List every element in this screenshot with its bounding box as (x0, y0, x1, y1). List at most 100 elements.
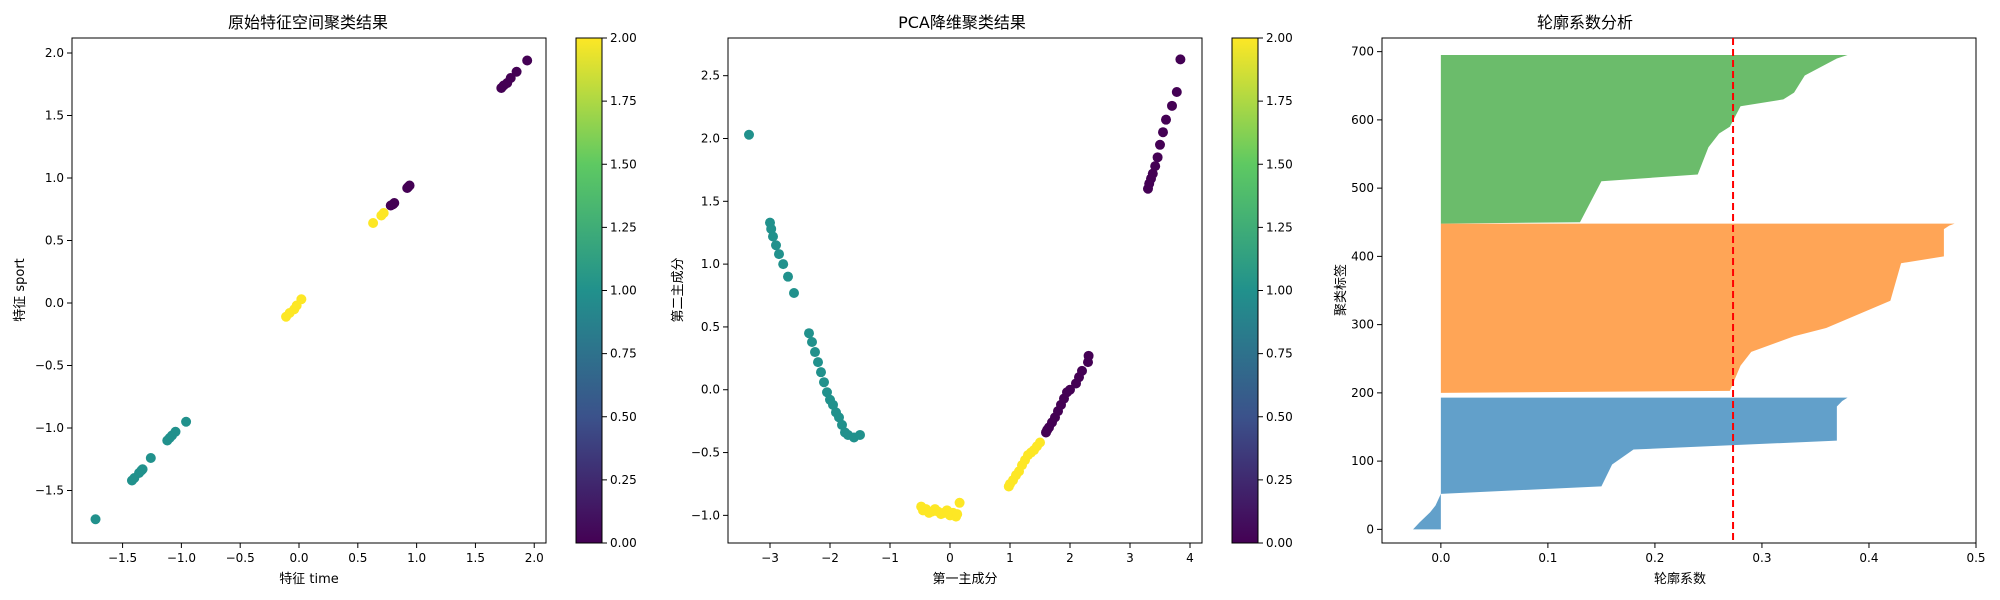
scatter-point-cluster-1 (137, 464, 148, 475)
panel-3-title: 轮廓系数分析 (1537, 13, 1633, 32)
scatter-point-cluster-1 (774, 249, 784, 260)
y-tick-label: 1.5 (701, 194, 720, 208)
panel-2-title: PCA降维聚类结果 (898, 13, 1026, 32)
x-tick-label: 1.0 (407, 551, 426, 565)
colorbar-tick-label: 2.00 (1266, 31, 1293, 45)
scatter-point-cluster-0 (511, 66, 522, 77)
scatter-point-cluster-2 (368, 218, 379, 228)
x-tick-label: 0.2 (1645, 551, 1664, 565)
y-tick-label: 0 (1366, 522, 1374, 536)
colorbar-gradient (575, 37, 603, 544)
x-tick-label: 4 (1186, 551, 1194, 565)
scatter-point-cluster-1 (822, 387, 832, 398)
silhouette-band-cluster-0 (1413, 397, 1848, 530)
panel-2-y-axis-label: 第二主成分 (671, 257, 686, 322)
scatter-point-cluster-1 (771, 240, 781, 251)
panel-pca-clusters: PCA降维聚类结果 −3 −2 −1 0 1 2 3 4 −1.0 −0.5 0.0 0.5 1.0 1… (671, 13, 1293, 587)
scatter-point-cluster-0 (1065, 384, 1075, 395)
x-tick-label: 0.0 (289, 551, 308, 565)
x-tick-label: −0.5 (226, 551, 255, 565)
scatter-point-cluster-1 (90, 514, 101, 525)
scatter-point-cluster-2 (1035, 437, 1045, 448)
panel-3-plot-area (1381, 37, 1977, 544)
x-tick-label: 0.3 (1752, 551, 1771, 565)
x-tick-label: 0.5 (348, 551, 367, 565)
colorbar-tick-label: 1.25 (610, 220, 637, 234)
y-tick-label: 0.0 (701, 383, 720, 397)
y-tick-label: 300 (1351, 318, 1374, 332)
y-tick-label: 1.0 (701, 257, 720, 271)
y-tick-label: 2.0 (45, 46, 64, 60)
scatter-point-cluster-1 (778, 259, 789, 270)
x-tick-label: −3 (761, 551, 779, 565)
scatter-point-cluster-2 (954, 497, 965, 508)
scatter-point-cluster-1 (816, 367, 826, 378)
x-tick-label: 2.0 (525, 551, 544, 565)
colorbar-tick-label: 1.75 (610, 94, 637, 108)
colorbar-tick-label: 1.25 (1266, 220, 1293, 234)
x-tick-label: 0.4 (1859, 551, 1878, 565)
silhouette-band-cluster-1 (1440, 223, 1955, 393)
scatter-point-cluster-0 (1161, 114, 1171, 125)
scatter-point-cluster-1 (828, 399, 838, 410)
scatter-point-cluster-0 (1155, 139, 1165, 150)
scatter-point-cluster-1 (813, 357, 823, 368)
x-tick-label: 0 (946, 551, 954, 565)
y-tick-label: 0.0 (45, 296, 64, 310)
colorbar-tick-label: 0.00 (610, 536, 637, 550)
x-tick-label: 0.0 (1431, 551, 1450, 565)
colorbar-tick-label: 1.00 (1266, 284, 1293, 298)
scatter-point-cluster-0 (404, 180, 415, 191)
y-tick-label: 400 (1351, 249, 1374, 263)
scatter-point-cluster-0 (1147, 168, 1158, 179)
y-tick-label: 100 (1351, 454, 1374, 468)
y-tick-label: 0.5 (701, 320, 720, 334)
scatter-point-cluster-1 (768, 231, 778, 242)
scatter-point-cluster-1 (170, 426, 181, 437)
panel-1-plot-area (71, 37, 547, 544)
silhouette-band-cluster-2 (1440, 55, 1848, 224)
colorbar-tick-label: 1.00 (610, 284, 637, 298)
colorbar-tick-label: 0.25 (610, 473, 637, 487)
y-tick-label: 600 (1351, 113, 1374, 127)
y-tick-label: −0.5 (35, 359, 64, 373)
y-tick-label: −1.0 (691, 508, 720, 522)
colorbar-tick-label: 1.50 (610, 157, 637, 171)
colorbar-tick-label: 0.50 (610, 410, 637, 424)
colorbar-tick-label: 1.50 (1266, 157, 1293, 171)
scatter-point-cluster-0 (1152, 152, 1163, 163)
scatter-point-cluster-1 (804, 328, 814, 339)
panel-silhouette-analysis: 轮廓系数分析 0.0 0.1 0.2 0.3 0.4 0.5 0 100 200 300 400 5… (1333, 13, 1986, 587)
scatter-point-cluster-1 (810, 347, 820, 358)
x-tick-label: −1 (881, 551, 899, 565)
scatter-point-cluster-1 (807, 337, 817, 348)
colorbar-tick-label: 0.50 (1266, 410, 1293, 424)
x-tick-label: −1.0 (167, 551, 196, 565)
scatter-point-cluster-0 (1175, 54, 1186, 65)
y-tick-label: 0.5 (45, 234, 64, 248)
panel-1-y-axis-label: 特征 sport (13, 258, 28, 322)
panel-1-colorbar: 0.00 0.25 0.50 0.75 1.00 1.25 1.50 1.75 2.00 (575, 31, 637, 550)
scatter-point-cluster-0 (1158, 127, 1168, 138)
y-tick-label: −1.0 (35, 421, 64, 435)
panel-3-x-axis-label: 轮廓系数 (1654, 571, 1706, 587)
y-tick-label: 700 (1351, 45, 1374, 59)
scatter-point-cluster-0 (389, 198, 400, 208)
scatter-point-cluster-2 (296, 294, 307, 305)
panel-2-colorbar: 0.00 0.25 0.50 0.75 1.00 1.25 1.50 1.75 2.00 (1231, 31, 1293, 550)
panel-3-y-axis-label: 聚类标签 (1333, 264, 1349, 316)
x-tick-label: −2 (821, 551, 839, 565)
scatter-point-cluster-1 (837, 419, 847, 430)
x-tick-label: 0.1 (1538, 551, 1557, 565)
x-tick-label: 2 (1066, 551, 1074, 565)
y-tick-label: −1.5 (35, 484, 64, 498)
scatter-point-cluster-1 (789, 288, 799, 299)
colorbar-tick-label: 1.75 (1266, 94, 1293, 108)
panel-original-feature-clusters: 原始特征空间聚类结果 −1.5 −1.0 −0.5 0.0 0.5 1.0 1.5 2.0 −… (13, 13, 637, 587)
scatter-point-cluster-0 (1171, 87, 1182, 98)
y-tick-label: 200 (1351, 386, 1374, 400)
y-tick-label: 2.0 (701, 131, 720, 145)
scatter-point-cluster-1 (181, 416, 192, 427)
scatter-point-cluster-0 (522, 55, 533, 66)
